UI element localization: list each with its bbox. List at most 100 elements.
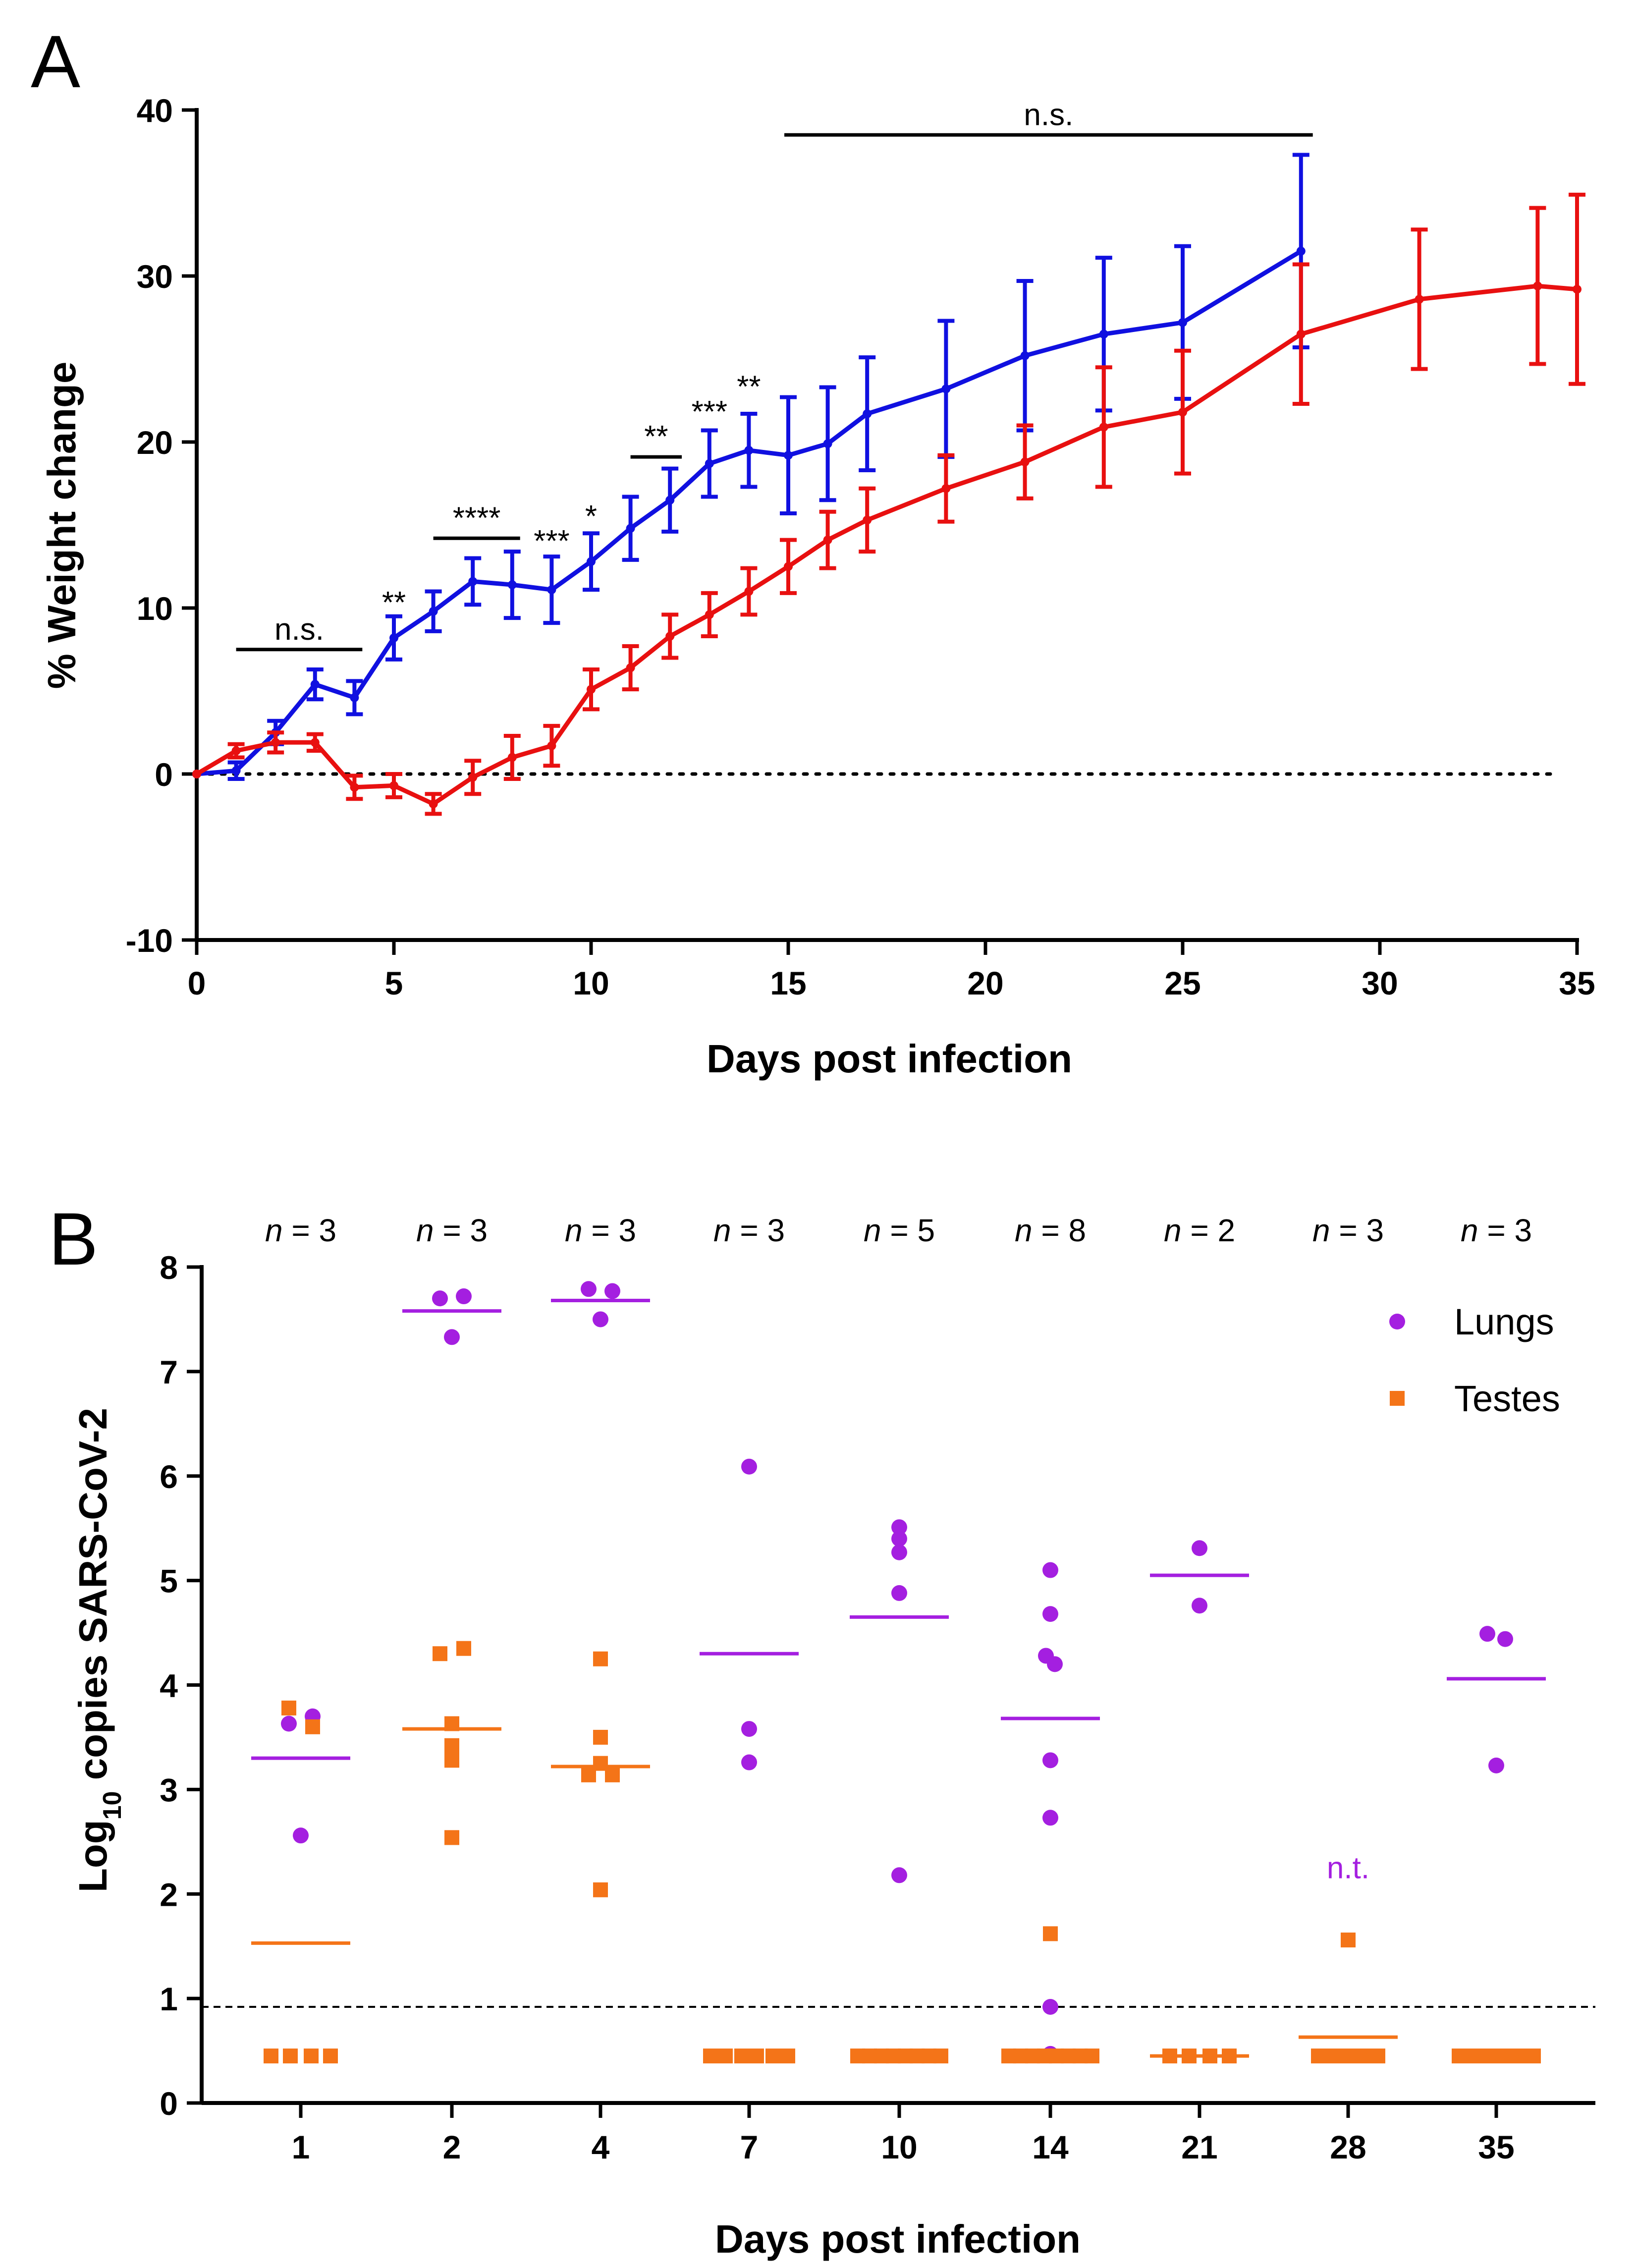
data-point-lungs xyxy=(281,1715,297,1732)
data-point-testes xyxy=(1311,2048,1326,2064)
data-point-lungs xyxy=(891,1544,907,1560)
data-point-testes xyxy=(749,2048,764,2064)
data-point-red xyxy=(1099,422,1108,432)
data-point-blue xyxy=(468,577,478,586)
significance-label: *** xyxy=(692,395,727,429)
legend-marker-lungs xyxy=(1389,1314,1405,1329)
data-point-lungs xyxy=(432,1290,448,1307)
series-line-red xyxy=(195,283,1578,806)
sample-size-n: n xyxy=(565,1213,583,1248)
data-point-testes xyxy=(456,1641,471,1656)
data-point-testes xyxy=(1341,1933,1356,1948)
data-point-lungs xyxy=(444,1329,460,1345)
data-point-blue xyxy=(1020,351,1030,360)
data-point-testes xyxy=(283,2048,298,2064)
y-tick-label: 4 xyxy=(160,1667,178,1704)
data-point-testes xyxy=(734,2048,749,2064)
x-tick-label: 35 xyxy=(1478,2129,1514,2165)
data-point-lungs xyxy=(604,1283,620,1299)
data-point-blue xyxy=(665,496,675,505)
data-point-testes xyxy=(281,1700,296,1715)
sample-size-label: n = 3 xyxy=(1461,1213,1532,1248)
data-point-lungs xyxy=(593,1311,608,1328)
y-tick-label: 0 xyxy=(160,2085,178,2122)
sample-size-n: n xyxy=(1461,1213,1478,1248)
y-tick-label: 2 xyxy=(160,1876,178,1913)
data-point-lungs xyxy=(1042,1606,1058,1622)
x-tick-label: 1 xyxy=(292,2129,310,2165)
panel-a-label: A xyxy=(31,20,80,103)
data-point-red xyxy=(231,746,241,756)
data-point-testes xyxy=(264,2048,278,2064)
sample-size-value: = 3 xyxy=(1478,1213,1532,1248)
data-point-lungs xyxy=(891,1519,907,1536)
data-point-blue xyxy=(1178,318,1187,327)
y-tick-label: 30 xyxy=(137,258,173,295)
y-tick-label: 20 xyxy=(137,424,173,461)
data-point-blue xyxy=(507,580,517,590)
sample-size-label: n = 3 xyxy=(713,1213,785,1248)
data-point-red xyxy=(350,782,359,792)
data-point-red xyxy=(587,685,596,694)
data-point-testes xyxy=(444,1753,459,1768)
not-tested-label: n.t. xyxy=(1327,1851,1369,1885)
data-point-lungs xyxy=(741,1458,757,1475)
data-point-testes xyxy=(1481,2048,1496,2064)
data-point-red xyxy=(192,770,201,778)
data-point-red xyxy=(863,515,872,525)
significance-label: n.s. xyxy=(1024,98,1073,132)
data-point-red xyxy=(1573,284,1581,294)
data-point-lungs xyxy=(1047,1656,1063,1672)
x-tick-label: 4 xyxy=(592,2129,610,2165)
data-point-testes xyxy=(1452,2048,1467,2064)
data-point-lungs xyxy=(456,1288,472,1305)
data-point-testes xyxy=(933,2048,948,2064)
sample-size-value: = 3 xyxy=(1330,1213,1384,1248)
data-point-testes xyxy=(1511,2048,1526,2064)
data-point-blue xyxy=(350,693,359,702)
y-tick-label: 40 xyxy=(137,92,173,129)
sample-size-label: n = 3 xyxy=(1312,1213,1384,1248)
sample-size-value: = 8 xyxy=(1033,1213,1087,1248)
sample-size-label: n = 3 xyxy=(416,1213,488,1248)
data-point-blue xyxy=(705,459,714,468)
data-point-red xyxy=(1415,294,1424,304)
data-point-testes xyxy=(1496,2048,1511,2064)
data-point-lungs xyxy=(1192,1598,1207,1614)
data-point-lungs xyxy=(1479,1626,1495,1642)
data-point-red xyxy=(310,738,320,747)
data-point-testes xyxy=(1326,2048,1341,2064)
y-axis-title: Log10 copies SARS-CoV-2 xyxy=(71,1408,127,1892)
data-point-testes xyxy=(593,1882,608,1897)
data-point-blue xyxy=(941,384,951,393)
y-tick-label: 1 xyxy=(160,1981,178,2017)
data-point-testes xyxy=(1085,2048,1099,2064)
panel-b-viral-load-chart: 0 1 2 3 4 5 6 7 8 1 n = 3 2 n = 3 4 n = 3 7 n = 3 10 n = 5… xyxy=(71,1213,1595,2261)
significance-label: ** xyxy=(737,370,761,404)
data-point-blue xyxy=(823,439,832,448)
sample-size-label: n = 2 xyxy=(1164,1213,1235,1248)
x-axis-title: Days post infection xyxy=(707,1037,1072,1081)
significance-label: **** xyxy=(453,501,501,535)
x-tick-label: 14 xyxy=(1032,2129,1069,2165)
sample-size-label: n = 5 xyxy=(864,1213,935,1248)
data-point-red xyxy=(507,753,517,762)
sample-size-value: = 3 xyxy=(434,1213,488,1248)
data-point-lungs xyxy=(1192,1540,1207,1556)
sample-size-n: n xyxy=(416,1213,434,1248)
data-point-lungs xyxy=(1042,1810,1058,1826)
data-point-blue xyxy=(231,766,241,775)
data-point-red xyxy=(1533,281,1542,291)
data-point-blue xyxy=(626,524,635,533)
y-tick-label: 3 xyxy=(160,1771,178,1808)
x-tick-label: 21 xyxy=(1181,2129,1217,2165)
y-tick-label: 8 xyxy=(160,1249,178,1286)
y-tick-label: 0 xyxy=(155,756,173,793)
sample-size-value: = 2 xyxy=(1182,1213,1236,1248)
y-axis-title-rest: copies SARS-CoV-2 xyxy=(71,1408,115,1791)
x-tick-label: 10 xyxy=(573,965,609,1001)
legend-marker-testes xyxy=(1390,1391,1405,1406)
data-point-testes xyxy=(304,2048,319,2064)
data-point-red xyxy=(665,631,675,641)
